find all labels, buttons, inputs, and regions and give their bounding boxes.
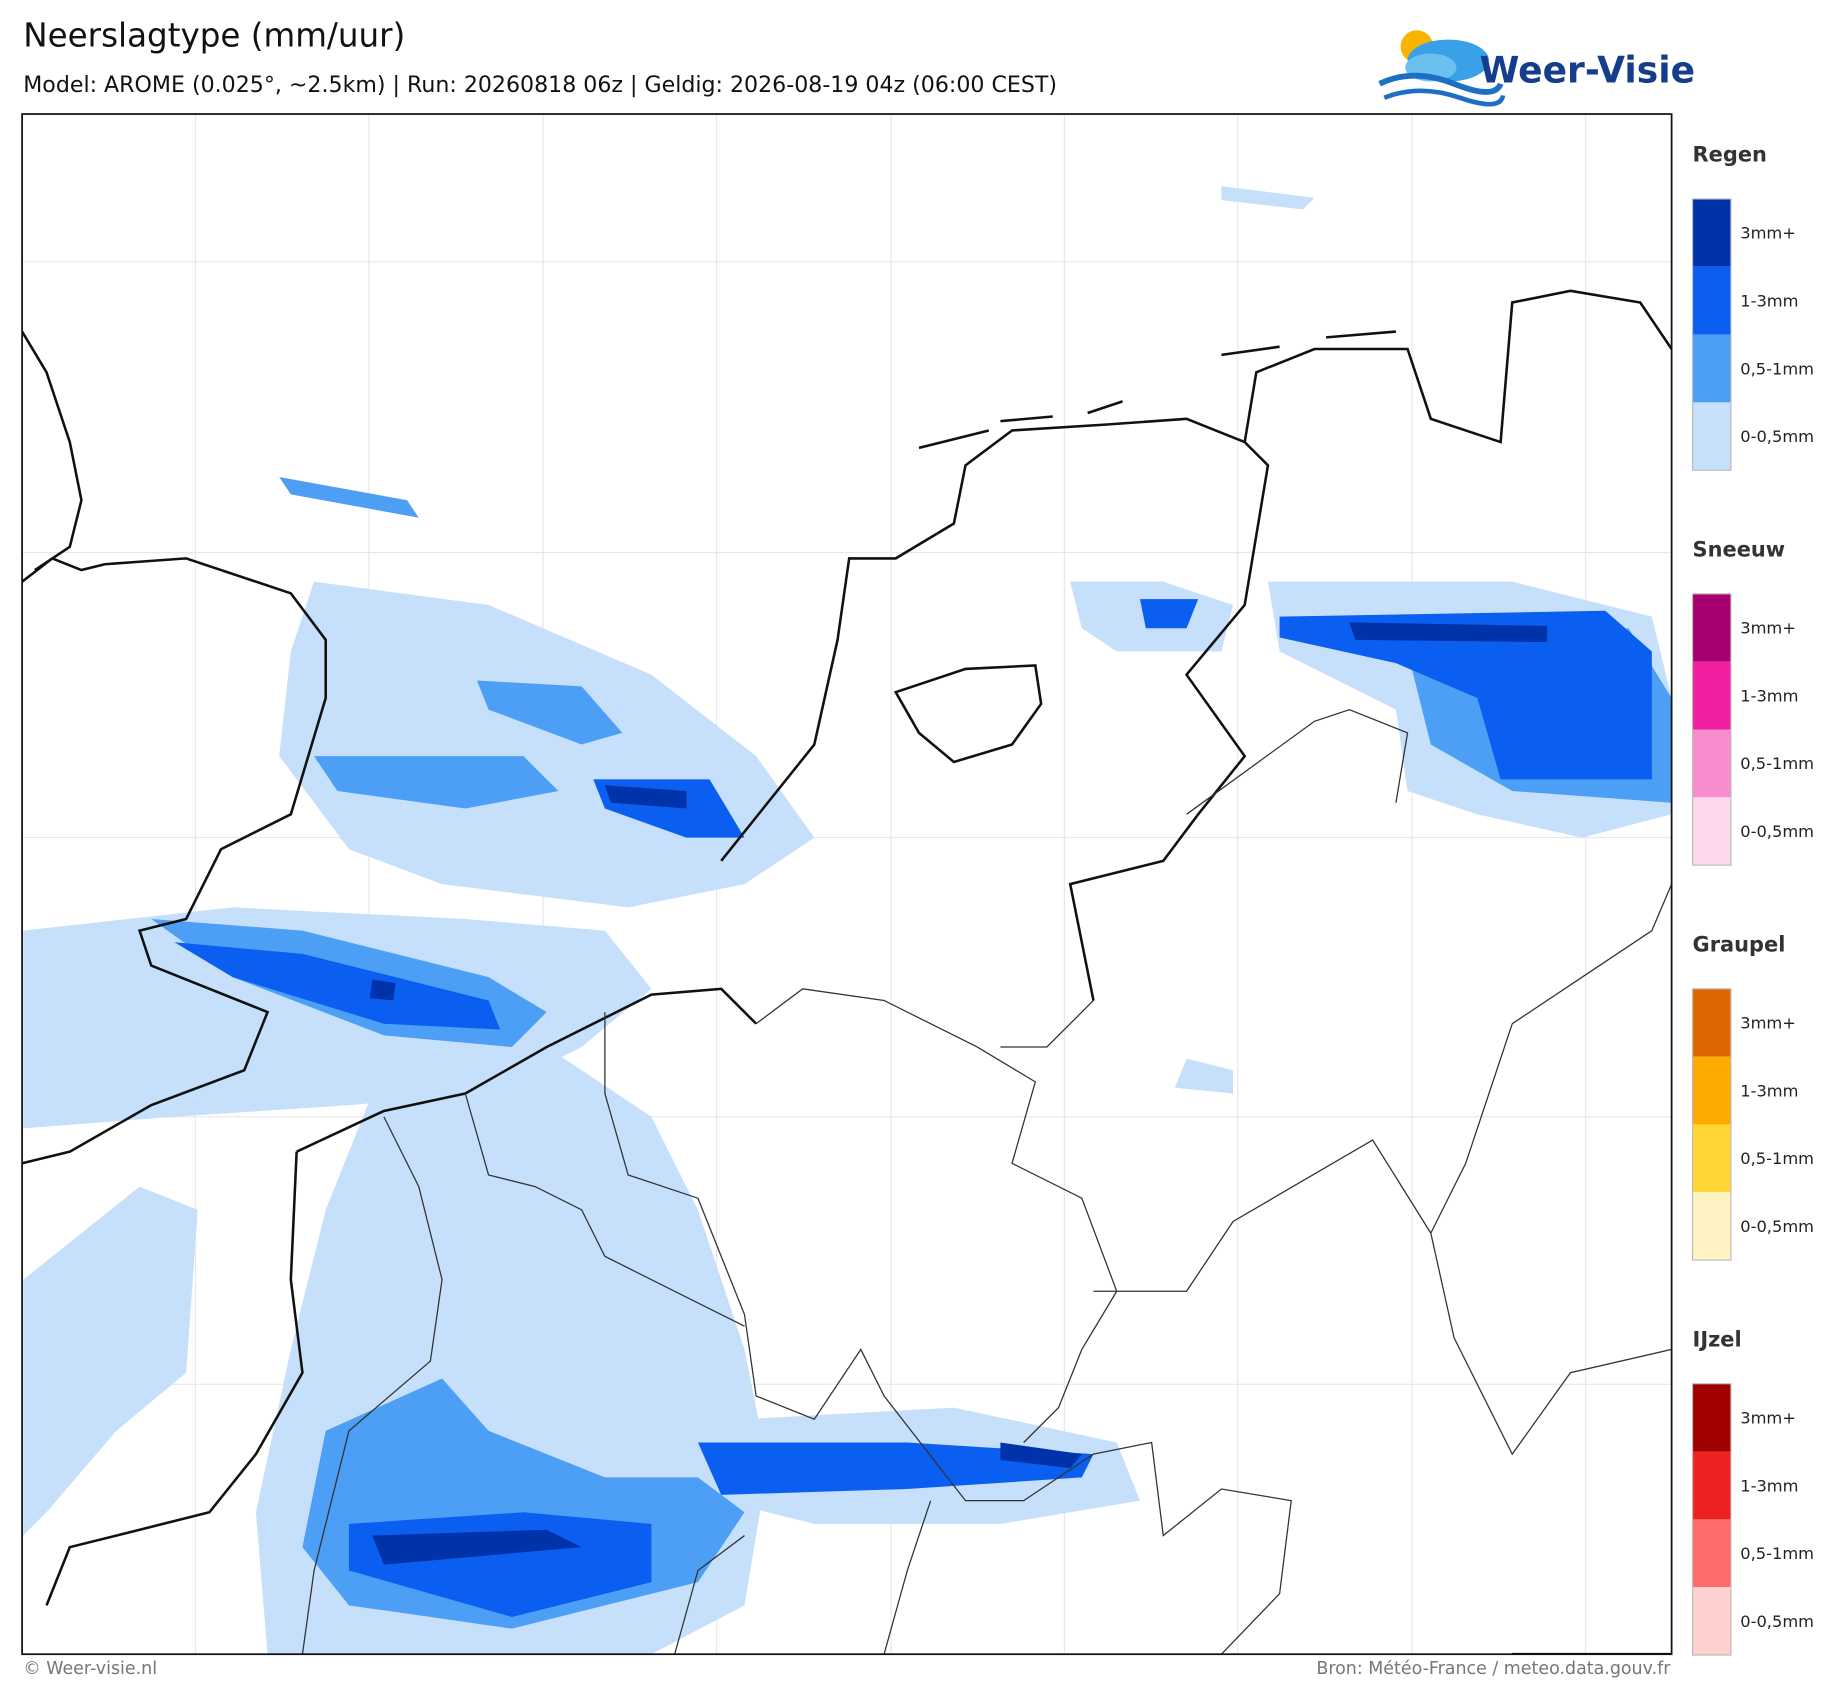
legend-label: 1-3mm bbox=[1740, 1476, 1798, 1495]
graticule bbox=[22, 114, 1672, 1655]
legend-label: 0,5-1mm bbox=[1740, 1544, 1814, 1563]
borders bbox=[301, 708, 1672, 1655]
footer-left: © Weer-visie.nl bbox=[23, 1659, 157, 1679]
legend-label: 3mm+ bbox=[1740, 1408, 1796, 1427]
legend-swatch bbox=[1692, 988, 1731, 1057]
legend-swatch bbox=[1692, 402, 1731, 471]
legend-swatch bbox=[1692, 1519, 1731, 1588]
legend-swatch bbox=[1692, 1451, 1731, 1520]
legend-swatch-frame bbox=[1691, 1383, 1732, 1656]
legend-label: 0-0,5mm bbox=[1740, 822, 1814, 841]
logo-text: Weer-Visie bbox=[1480, 50, 1695, 92]
legend-label: 1-3mm bbox=[1740, 1081, 1798, 1100]
legend-swatch bbox=[1692, 661, 1731, 730]
legend-swatch-frame bbox=[1691, 988, 1732, 1261]
legend-label: 0,5-1mm bbox=[1740, 359, 1814, 378]
legend-swatch bbox=[1692, 729, 1731, 798]
legend-label: 3mm+ bbox=[1740, 1014, 1796, 1033]
legend-title: Sneeuw bbox=[1693, 538, 1786, 562]
footer-right: Bron: Météo-France / meteo.data.gouv.fr bbox=[1316, 1659, 1671, 1679]
precipitation bbox=[23, 186, 1672, 1655]
legend-label: 0-0,5mm bbox=[1740, 427, 1814, 446]
legend-label: 0-0,5mm bbox=[1740, 1217, 1814, 1236]
title: Neerslagtype (mm/uur) bbox=[23, 17, 405, 55]
legend-title: IJzel bbox=[1693, 1328, 1742, 1352]
legend-label: 0,5-1mm bbox=[1740, 1149, 1814, 1168]
legend-swatch bbox=[1692, 1587, 1731, 1656]
map bbox=[22, 114, 1672, 1655]
legend-label: 1-3mm bbox=[1740, 686, 1798, 705]
legend-title: Graupel bbox=[1693, 933, 1786, 957]
legend-swatch bbox=[1692, 1056, 1731, 1125]
legend-swatch bbox=[1692, 334, 1731, 403]
legend-swatch bbox=[1692, 797, 1731, 866]
legend-swatch bbox=[1692, 198, 1731, 267]
legend-swatch-frame bbox=[1691, 198, 1732, 471]
map-frame bbox=[21, 113, 1673, 1656]
legend-swatch bbox=[1692, 593, 1731, 662]
subtitle: Model: AROME (0.025°, ~2.5km) | Run: 202… bbox=[23, 72, 1057, 98]
legend-label: 1-3mm bbox=[1740, 292, 1798, 311]
legend: Regen 3mm+ 1-3mm 0,5-1mm 0-0,5mm Sneeuw 3mm+ 1-… bbox=[1691, 143, 1814, 1656]
legend-swatch bbox=[1692, 1192, 1731, 1261]
legend-title: Regen bbox=[1693, 143, 1767, 167]
legend-label: 3mm+ bbox=[1740, 619, 1796, 638]
legend-label: 0-0,5mm bbox=[1740, 1612, 1814, 1631]
legend-swatch bbox=[1692, 1124, 1731, 1193]
logo: Weer-Visie bbox=[1378, 30, 1695, 107]
legend-label: 3mm+ bbox=[1740, 224, 1796, 243]
legend-label: 0,5-1mm bbox=[1740, 754, 1814, 773]
coastlines bbox=[22, 289, 1672, 1655]
legend-swatch-frame bbox=[1691, 593, 1732, 866]
legend-swatch bbox=[1692, 1383, 1731, 1452]
legend-swatch bbox=[1692, 266, 1731, 335]
